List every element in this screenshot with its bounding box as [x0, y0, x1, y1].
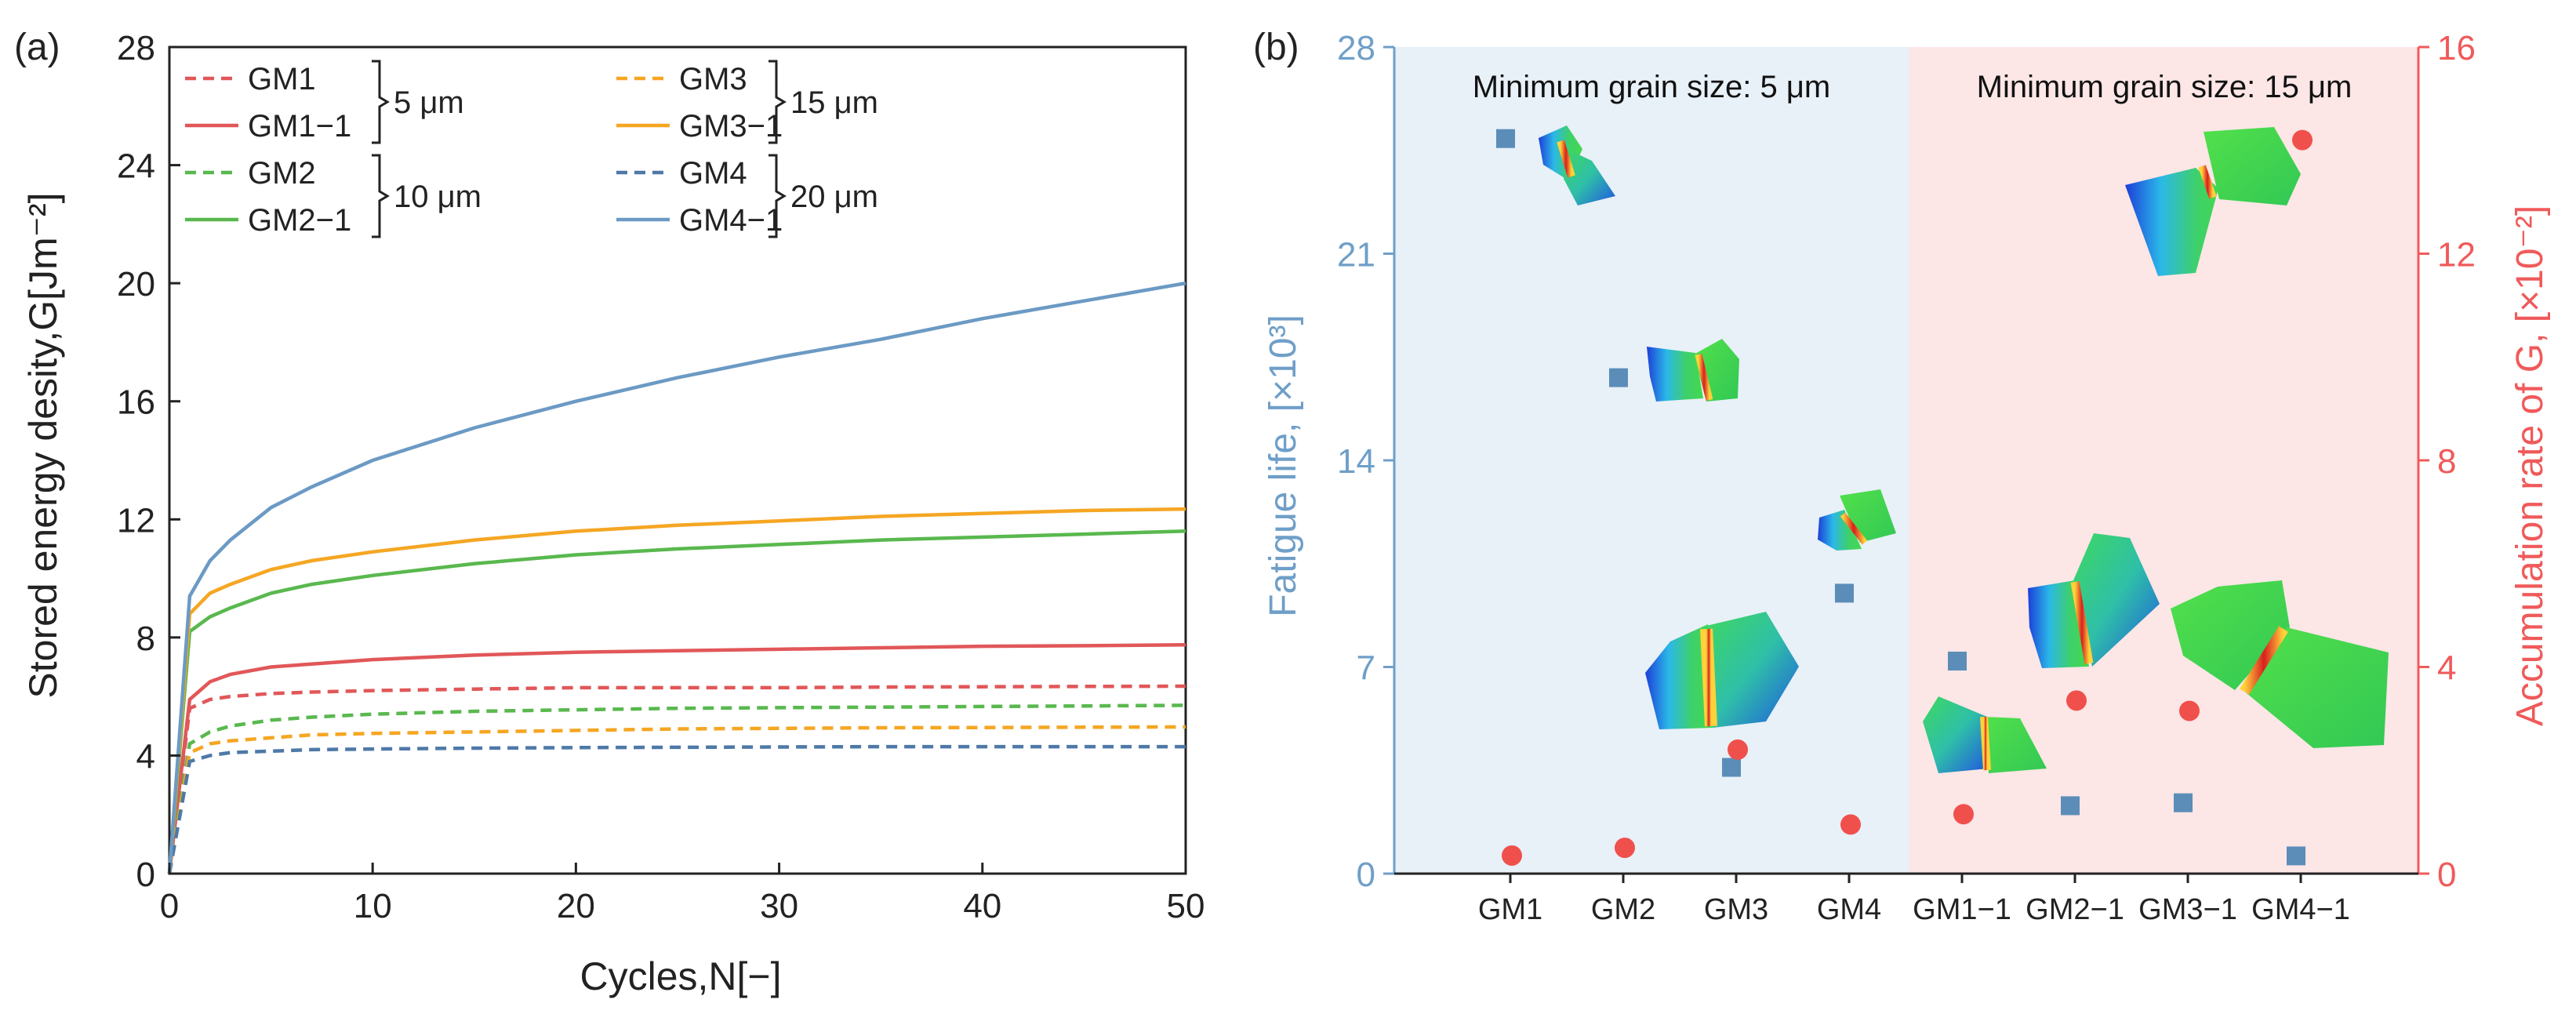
panel-b-category-label: GM4 [1817, 893, 1881, 926]
fatigue-life-point [2287, 846, 2305, 866]
accumulation-rate-point [1615, 838, 1635, 859]
accumulation-rate-point [1502, 845, 1522, 866]
panel-a-y-tick-label: 28 [117, 29, 155, 67]
series-line-gm3 [167, 725, 1186, 874]
grain-inset-gm4 [1818, 489, 1896, 551]
legend-label: GM4 [679, 156, 747, 191]
panel-a-y-axis-label: Stored energy desity,G[Jm⁻²] [21, 192, 65, 698]
accumulation-rate-point [1728, 739, 1748, 760]
grain-inset-gm3 [1645, 612, 1799, 729]
grain-inset-gm4-1 [2125, 127, 2301, 276]
grain-inset-gm1 [1539, 125, 1615, 205]
panel-b-right-tick-label: 16 [2437, 29, 2476, 67]
panel-a-x-tick-label: 10 [354, 887, 392, 925]
accumulation-rate-point [2292, 129, 2313, 151]
grain-inset-gm2-1 [2028, 533, 2160, 668]
grain-inset-gm1-1 [1923, 696, 2047, 773]
panel-a-y-tick-label: 4 [136, 737, 155, 776]
series-line-gm1-1 [167, 643, 1186, 874]
panel-b-right-axis-label: Accumulation rate of G, [×10⁻²] [2509, 205, 2551, 726]
panel-b-label: (b) [1253, 27, 1299, 68]
fatigue-life-point [1496, 129, 1515, 148]
legend-group-brace [372, 154, 390, 238]
panel-a-y-tick-label: 20 [117, 265, 155, 303]
panel-b-category-label: GM3 [1704, 893, 1768, 926]
legend-group-label: 20 μm [790, 180, 878, 214]
panel-b-left-tick-label: 0 [1357, 856, 1375, 894]
grain-inset-gm2 [1647, 339, 1739, 402]
region-small-grain-title: Minimum grain size: 5 μm [1473, 70, 1830, 104]
panel-a-y-ticks: 0 4 8 12 16 20 24 28 [117, 29, 180, 894]
panel-a-x-tick-label: 0 [160, 887, 179, 925]
series-line-gm4-1 [167, 281, 1186, 874]
accumulation-rate-point [1953, 804, 1974, 825]
panel-b-left-tick-label: 28 [1337, 29, 1375, 67]
fatigue-life-point [2174, 793, 2193, 812]
series-line-gm2-1 [167, 529, 1186, 874]
panel-b-left-tick-label: 21 [1337, 236, 1375, 274]
panel-b-right-tick-label: 12 [2437, 236, 2476, 274]
series-line-gm4 [167, 744, 1186, 874]
series-line-gm2 [167, 703, 1186, 874]
panel-b-data-points [1496, 129, 2313, 866]
legend-label: GM1−1 [248, 109, 351, 144]
legend-group-brace [372, 60, 390, 144]
legend-label: GM3−1 [679, 109, 783, 144]
series-line-gm3-1 [167, 507, 1186, 874]
fatigue-life-point [2061, 796, 2080, 816]
panel-a-x-tick-label: 40 [963, 887, 1001, 925]
panel-b-category-label: GM2−1 [2026, 893, 2124, 926]
panel-b-right-tick-label: 8 [2437, 442, 2456, 481]
panel-b-category-label: GM2 [1591, 893, 1655, 926]
fatigue-life-point [1609, 368, 1628, 387]
panel-a-y-tick-label: 24 [117, 147, 155, 186]
region-small-grain-background [1394, 47, 1909, 874]
panel-a-y-tick-label: 16 [117, 383, 155, 422]
legend-label: GM1 [248, 62, 316, 96]
legend-group-label: 15 μm [790, 85, 878, 120]
panel-b-right-tick-label: 4 [2437, 649, 2456, 688]
fatigue-life-point [1722, 758, 1741, 777]
panel-a-x-tick-label: 50 [1167, 887, 1205, 925]
panel-b-category-label: GM1 [1478, 893, 1542, 926]
panel-b-left-tick-label: 7 [1357, 649, 1375, 688]
legend-group-label: 5 μm [394, 85, 464, 120]
legend-label: GM2−1 [248, 203, 351, 238]
panel-b-right-tick-label: 0 [2437, 856, 2456, 894]
panel-a-x-tick-label: 20 [557, 887, 595, 925]
legend-group-brace [768, 60, 787, 144]
panel-a: (a) 0 4 8 12 16 20 24 28 0 10 20 30 40 50 Cycles,N[−… [14, 27, 1204, 998]
panel-a-y-tick-label: 8 [136, 620, 155, 658]
legend-label: GM2 [248, 156, 316, 191]
panel-a-plot-area [167, 45, 1187, 875]
panel-a-frame [168, 45, 1187, 875]
panel-a-legend: GM1 GM1−1 GM2 GM2−1 GM3 GM3−1 GM4 GM4−1 5 μm 10 μ… [185, 60, 878, 238]
panel-b-left-tick-label: 14 [1337, 442, 1375, 481]
accumulation-rate-point [2066, 690, 2087, 711]
panel-a-x-tick-label: 30 [760, 887, 798, 925]
fatigue-life-point [1948, 651, 1967, 671]
panel-b-category-label: GM1−1 [1913, 893, 2011, 926]
accumulation-rate-point [1840, 814, 1861, 835]
panel-a-x-axis-label: Cycles,N[−] [580, 954, 781, 998]
fatigue-life-point [1835, 583, 1854, 603]
series-line-gm1 [167, 684, 1186, 874]
panel-b-axes: 0 7 14 21 28 0 4 8 12 16 GM1 GM2 GM3 GM4 GM1−1 GM2−1 GM3… [1337, 29, 2476, 926]
panel-b-category-label: GM3−1 [2138, 893, 2237, 926]
legend-group-brace [768, 154, 787, 238]
accumulation-rate-point [2179, 700, 2200, 721]
legend-group-label: 10 μm [394, 180, 481, 214]
panel-a-y-tick-label: 12 [117, 501, 155, 540]
grain-inset-gm3-1 [2171, 580, 2389, 748]
region-large-grain-title: Minimum grain size: 15 μm [1977, 70, 2353, 104]
panel-a-x-ticks: 0 10 20 30 40 50 [160, 863, 1205, 925]
legend-label: GM4−1 [679, 203, 783, 238]
panel-b-left-axis-label: Fatigue life, [×10³] [1263, 314, 1304, 617]
panel-a-y-tick-label: 0 [136, 856, 155, 894]
panel-a-label: (a) [14, 27, 60, 68]
legend-label: GM3 [679, 62, 747, 96]
panel-b-category-label: GM4−1 [2251, 893, 2350, 926]
panel-b: (b) Minimum grain size: 5 μm Minimum gra… [1253, 27, 2551, 926]
